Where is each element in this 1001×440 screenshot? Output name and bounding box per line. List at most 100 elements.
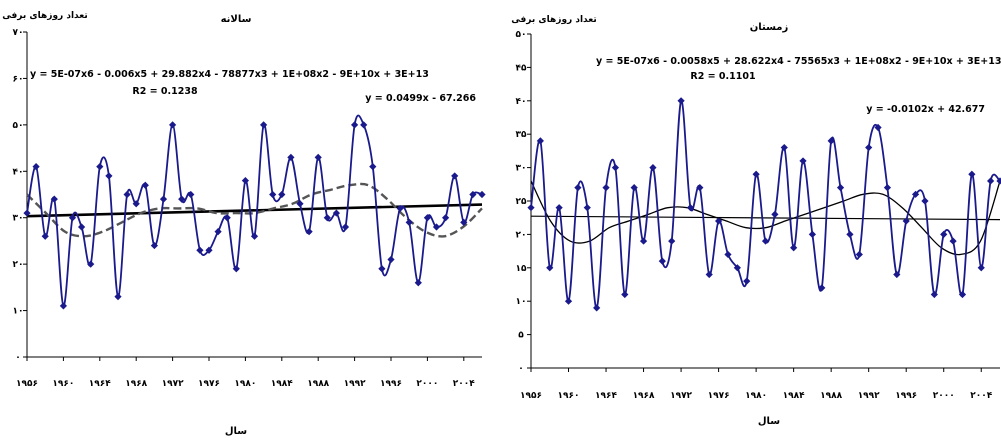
data-point: [743, 277, 751, 285]
data-point: [827, 137, 835, 145]
data-point: [527, 204, 535, 212]
y-ticks: ۰ ۱۰ ۲۰ ۳۰ ۴۰ ۵۰ ۶۰ ۷۰: [13, 28, 27, 363]
y-tick-label: ۴۰: [13, 167, 24, 177]
chart-annual-svg: سالانه تعداد روزهای برفی سال ۰ ۱۰ ۲۰ ۳۰ ۴۰ ۵۰…: [2, 11, 486, 437]
data-point: [977, 264, 985, 272]
data-point: [987, 177, 995, 185]
data-point: [555, 204, 563, 212]
data-point: [724, 250, 732, 259]
y-tick-label: ۵۰: [516, 30, 527, 40]
linear-trendline: [530, 215, 1001, 221]
chart-title: سالانه: [221, 14, 252, 25]
data-point: [478, 190, 486, 199]
data-point: [23, 209, 31, 217]
x-tick-label: ۱۹۵۶: [16, 379, 38, 389]
data-point: [423, 214, 431, 222]
y-tick-label: ۰: [15, 353, 21, 363]
x-ticks: ۱۹۵۶ ۱۹۶۰ ۱۹۶۴ ۱۹۶۸ ۱۹۷۲ ۱۹۷۶ ۱۹۸۰ ۱۹۸۴ ۱۹۸۸ ۱۹۹۲…: [16, 357, 475, 389]
x-tick-label: ۱۹۶۴: [89, 379, 111, 389]
data-point: [351, 121, 359, 129]
x-tick-label: ۱۹۹۶: [895, 391, 917, 401]
linear-equation: y = 0.0499x - 67.266: [365, 93, 476, 104]
data-point: [911, 190, 920, 198]
data-point: [378, 265, 386, 273]
y-tick-label: ۲۰: [516, 230, 527, 240]
data-point: [761, 237, 770, 245]
data-point: [41, 232, 49, 240]
data-point: [241, 176, 249, 185]
data-point: [269, 190, 277, 199]
x-axis-label: سال: [225, 426, 247, 437]
data-point: [658, 257, 666, 265]
y-ticks: ۰ ۵ ۱۰ ۱۵ ۲۰ ۲۵ ۳۰ ۳۵ ۴۰ ۴۵ ۵۰: [516, 30, 531, 374]
trendlines: [530, 180, 1001, 256]
data-point: [902, 217, 910, 225]
data-point: [360, 121, 368, 129]
data-point: [780, 143, 788, 152]
x-tick-label: ۱۹۸۸: [820, 391, 842, 401]
x-tick-label: ۱۹۶۴: [595, 391, 617, 401]
data-point: [836, 184, 845, 192]
data-point: [968, 170, 976, 178]
data-point: [59, 302, 67, 310]
chart-title: زمستان: [750, 22, 789, 33]
data-point: [96, 163, 104, 171]
y-tick-label: ۵: [518, 331, 524, 341]
data-point: [105, 172, 113, 180]
data-point: [178, 195, 186, 203]
x-tick-label: ۱۹۷۶: [708, 391, 730, 401]
data-point: [958, 290, 967, 299]
data-point: [621, 290, 629, 299]
axes: [530, 34, 1000, 369]
data-point: [196, 246, 204, 254]
axes: [26, 32, 482, 358]
y-tick-label: ۱۰: [13, 307, 24, 317]
trendlines: [26, 182, 483, 238]
data-point: [187, 190, 195, 199]
data-point: [87, 260, 95, 268]
linear-equation: y = -0.0102x + 42.677: [866, 104, 985, 115]
y-tick-label: ۳۰: [13, 214, 24, 224]
x-tick-label: ۱۹۸۰: [234, 379, 256, 389]
x-tick-label: ۱۹۸۴: [783, 391, 805, 401]
y-tick-label: ۴۵: [516, 63, 527, 73]
data-point: [949, 237, 957, 245]
x-tick-label: ۱۹۷۲: [670, 391, 692, 401]
x-tick-label: ۱۹۹۶: [380, 379, 402, 389]
y-tick-label: ۳۰: [516, 164, 527, 174]
data-point: [574, 184, 582, 192]
poly-equation: y = 5E-07x6 - 0.0058x5 + 28.622x4 - 7556…: [596, 56, 1001, 67]
data-point: [639, 237, 648, 245]
data-point: [223, 214, 231, 222]
data-point: [305, 228, 313, 236]
x-ticks: ۱۹۵۶ ۱۹۶۰ ۱۹۶۴ ۱۹۶۸ ۱۹۷۲ ۱۹۷۶ ۱۹۸۰ ۱۹۸۴ ۱۹۸۸ ۱۹۹۲…: [520, 368, 993, 401]
data-point: [323, 214, 331, 222]
y-tick-label: ۵۰: [13, 121, 24, 131]
data-point: [50, 195, 58, 203]
data-point: [332, 209, 340, 217]
data-point: [799, 157, 807, 165]
data-point: [846, 230, 854, 238]
data-point: [205, 246, 213, 254]
y-tick-label: ۰: [518, 364, 524, 374]
data-point: [296, 200, 304, 208]
data-point: [68, 214, 77, 222]
y-tick-label: ۲۰: [13, 260, 24, 270]
x-tick-label: ۱۹۶۰: [558, 391, 580, 401]
y-tick-label: ۱۰: [516, 297, 527, 307]
data-point: [78, 223, 86, 231]
x-tick-label: ۲۰۰۰: [416, 379, 438, 389]
data-point: [287, 153, 295, 161]
data-series: [530, 99, 1001, 309]
linear-trendline: [26, 203, 483, 218]
x-tick-label: ۱۹۶۸: [633, 391, 655, 401]
x-tick-label: ۲۰۰۰: [933, 391, 955, 401]
data-point: [883, 184, 892, 192]
data-point: [460, 218, 468, 226]
data-point: [855, 250, 863, 259]
x-tick-label: ۱۹۶۸: [125, 379, 147, 389]
data-point: [150, 241, 158, 250]
data-point: [314, 153, 322, 161]
data-point: [771, 210, 779, 218]
x-tick-label: ۱۹۷۲: [162, 379, 184, 389]
